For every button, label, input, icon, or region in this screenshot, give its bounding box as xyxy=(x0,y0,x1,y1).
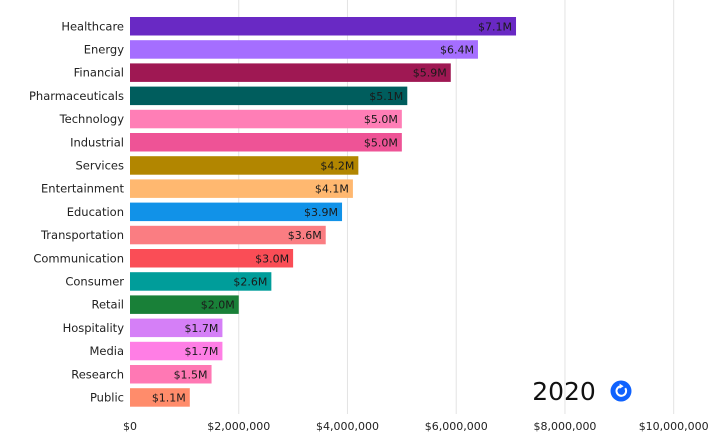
bar-education xyxy=(130,202,343,222)
bar-energy xyxy=(130,40,478,59)
x-tick-label: $8,000,000 xyxy=(533,420,596,433)
value-label: $3.0M xyxy=(255,252,289,265)
bar-communication xyxy=(130,249,294,268)
value-label: $2.0M xyxy=(201,299,235,312)
category-label: Consumer xyxy=(65,274,124,288)
bar-financial xyxy=(130,63,451,82)
value-labels: $7.1M $6.4M $5.9M $5.1M $5.0M $5.0M $4.2M $4.1M… xyxy=(152,20,512,404)
bar-services xyxy=(130,156,359,175)
value-label: $1.1M xyxy=(152,391,186,404)
category-label: Transportation xyxy=(40,228,124,242)
x-tick-label: $10,000,000 xyxy=(639,420,709,433)
category-label: Healthcare xyxy=(61,19,124,33)
bar-pharmaceuticals xyxy=(130,86,408,106)
category-label: Entertainment xyxy=(41,182,124,196)
replay-icon xyxy=(615,385,628,397)
replay-icon-circle xyxy=(610,380,632,402)
category-label: Pharmaceuticals xyxy=(29,89,124,103)
value-label: $4.2M xyxy=(320,159,354,172)
value-label: $2.6M xyxy=(233,275,267,288)
x-tick-label: $6,000,000 xyxy=(425,420,488,433)
bar-public xyxy=(130,388,190,407)
bar-research xyxy=(130,365,212,384)
category-label: Technology xyxy=(59,112,125,126)
category-label: Public xyxy=(90,390,124,404)
replay-button[interactable] xyxy=(610,380,632,402)
value-label: $3.6M xyxy=(288,229,322,242)
value-label: $1.7M xyxy=(184,322,218,335)
bar-entertainment xyxy=(130,179,353,198)
x-tick-label: $2,000,000 xyxy=(207,420,270,433)
value-label: $5.9M xyxy=(413,67,447,80)
category-label: Energy xyxy=(84,42,124,56)
value-label: $1.7M xyxy=(184,345,218,358)
category-label: Retail xyxy=(92,298,125,312)
value-label: $4.1M xyxy=(315,183,349,196)
bars xyxy=(130,17,517,407)
bar-healthcare xyxy=(130,17,517,36)
value-label: $5.0M xyxy=(364,136,398,149)
bar-transportation xyxy=(130,225,326,245)
category-label: Hospitality xyxy=(63,321,125,335)
bar-media xyxy=(130,341,223,361)
value-label: $6.4M xyxy=(440,43,474,56)
category-labels: Healthcare Energy Financial Pharmaceuticals… xyxy=(29,19,124,404)
replay-icon-arrowhead xyxy=(619,383,624,389)
value-label: $1.5M xyxy=(174,368,208,381)
category-label: Education xyxy=(67,205,124,219)
bar-consumer xyxy=(130,272,272,291)
category-label: Research xyxy=(71,367,124,381)
category-label: Media xyxy=(89,344,124,358)
value-label: $3.9M xyxy=(304,206,338,219)
category-label: Industrial xyxy=(70,135,124,149)
value-label: $5.0M xyxy=(364,113,398,126)
category-label: Services xyxy=(76,158,125,172)
bar-hospitality xyxy=(130,318,223,338)
category-label: Communication xyxy=(33,251,124,265)
value-label: $7.1M xyxy=(478,20,512,33)
bar-retail xyxy=(130,295,239,314)
year-label: 2020 xyxy=(532,377,596,406)
x-tick-label: $4,000,000 xyxy=(316,420,379,433)
category-label: Financial xyxy=(74,66,124,80)
bar-technology xyxy=(130,109,402,129)
value-label: $5.1M xyxy=(369,90,403,103)
x-tick-label: $0 xyxy=(123,420,137,433)
bar-industrial xyxy=(130,133,402,152)
x-axis-tick-labels: $0 $2,000,000 $4,000,000 $6,000,000 $8,000,0… xyxy=(123,420,709,433)
